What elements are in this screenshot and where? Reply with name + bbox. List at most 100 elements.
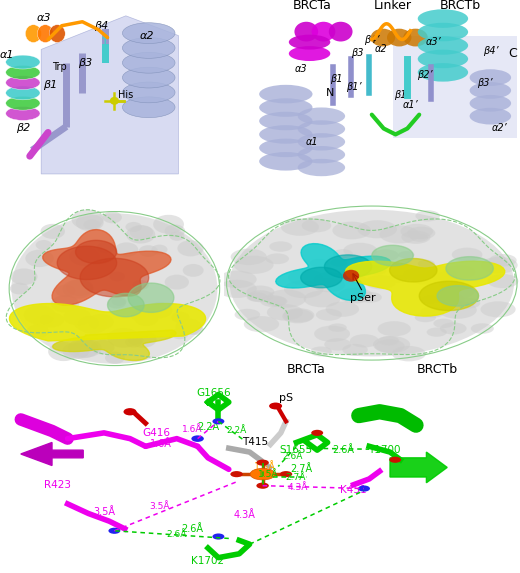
Ellipse shape	[213, 533, 225, 540]
Ellipse shape	[171, 312, 189, 323]
Ellipse shape	[170, 231, 185, 241]
Polygon shape	[446, 257, 493, 280]
Ellipse shape	[217, 280, 257, 298]
Ellipse shape	[267, 289, 306, 308]
Ellipse shape	[122, 52, 175, 73]
Ellipse shape	[105, 352, 125, 364]
Text: β4: β4	[94, 21, 108, 31]
Ellipse shape	[470, 95, 511, 112]
Ellipse shape	[418, 36, 468, 55]
Ellipse shape	[457, 298, 480, 309]
Ellipse shape	[414, 312, 436, 322]
Ellipse shape	[10, 282, 29, 295]
Polygon shape	[57, 246, 116, 280]
Ellipse shape	[470, 82, 511, 99]
Ellipse shape	[175, 319, 202, 335]
Polygon shape	[345, 261, 505, 316]
Ellipse shape	[387, 274, 408, 283]
Ellipse shape	[126, 226, 155, 244]
Ellipse shape	[66, 279, 93, 296]
Text: α3: α3	[36, 13, 51, 23]
Ellipse shape	[250, 468, 275, 480]
Ellipse shape	[310, 259, 328, 268]
Ellipse shape	[423, 268, 457, 284]
Ellipse shape	[124, 408, 136, 415]
Text: α2: α2	[139, 30, 154, 41]
Ellipse shape	[433, 319, 454, 328]
Ellipse shape	[333, 249, 353, 258]
Ellipse shape	[25, 25, 42, 42]
Ellipse shape	[304, 291, 341, 307]
Ellipse shape	[487, 274, 518, 288]
Text: 2.7Å: 2.7Å	[285, 473, 305, 481]
Ellipse shape	[10, 268, 37, 285]
Ellipse shape	[349, 276, 368, 284]
Ellipse shape	[6, 76, 40, 89]
Ellipse shape	[165, 225, 185, 237]
Text: 2.2Å: 2.2Å	[197, 422, 219, 432]
Text: β3: β3	[77, 58, 92, 68]
Ellipse shape	[436, 272, 454, 280]
Ellipse shape	[420, 295, 441, 304]
Text: C: C	[508, 47, 517, 60]
Ellipse shape	[266, 296, 288, 306]
Ellipse shape	[407, 226, 435, 240]
Ellipse shape	[69, 247, 100, 266]
Polygon shape	[9, 304, 205, 341]
Ellipse shape	[378, 321, 411, 336]
Text: 2.6Å: 2.6Å	[181, 524, 203, 534]
Ellipse shape	[297, 108, 345, 125]
Ellipse shape	[375, 339, 405, 353]
Text: 1.5Å: 1.5Å	[254, 462, 276, 472]
Ellipse shape	[297, 120, 345, 138]
Ellipse shape	[284, 280, 323, 298]
Ellipse shape	[365, 275, 396, 289]
Ellipse shape	[260, 295, 287, 307]
Text: 3.5Å: 3.5Å	[150, 502, 170, 511]
Ellipse shape	[328, 323, 347, 332]
Ellipse shape	[56, 285, 76, 297]
Ellipse shape	[326, 301, 359, 317]
Text: 2.2Å: 2.2Å	[227, 426, 246, 435]
Text: 2.6Å: 2.6Å	[166, 530, 187, 539]
Text: G416: G416	[142, 428, 170, 438]
Ellipse shape	[88, 314, 114, 329]
Ellipse shape	[350, 334, 379, 347]
Ellipse shape	[438, 278, 465, 290]
Ellipse shape	[410, 234, 428, 242]
Ellipse shape	[294, 22, 318, 41]
Ellipse shape	[358, 292, 382, 303]
Ellipse shape	[392, 346, 426, 362]
Ellipse shape	[316, 309, 342, 321]
Ellipse shape	[446, 265, 475, 278]
Ellipse shape	[72, 210, 103, 229]
Ellipse shape	[213, 418, 225, 425]
Ellipse shape	[418, 260, 435, 268]
Ellipse shape	[389, 457, 401, 463]
Ellipse shape	[233, 256, 274, 274]
Text: β4’: β4’	[364, 34, 380, 45]
Ellipse shape	[363, 265, 382, 273]
Ellipse shape	[122, 38, 175, 58]
Text: α2: α2	[374, 45, 387, 54]
Ellipse shape	[371, 29, 395, 46]
Ellipse shape	[134, 311, 159, 326]
Ellipse shape	[314, 325, 350, 342]
Ellipse shape	[311, 22, 335, 41]
Ellipse shape	[411, 273, 437, 285]
Text: β1’: β1’	[394, 90, 409, 100]
Ellipse shape	[471, 323, 494, 334]
Ellipse shape	[129, 331, 157, 348]
Ellipse shape	[109, 272, 125, 281]
Ellipse shape	[332, 222, 371, 240]
Ellipse shape	[313, 277, 345, 292]
Ellipse shape	[146, 302, 173, 319]
Text: α1: α1	[306, 138, 319, 147]
Ellipse shape	[398, 251, 414, 258]
Ellipse shape	[269, 403, 282, 410]
Ellipse shape	[27, 324, 49, 338]
Text: R423: R423	[44, 480, 71, 490]
Ellipse shape	[122, 67, 175, 88]
Ellipse shape	[418, 9, 468, 28]
Ellipse shape	[415, 210, 440, 222]
